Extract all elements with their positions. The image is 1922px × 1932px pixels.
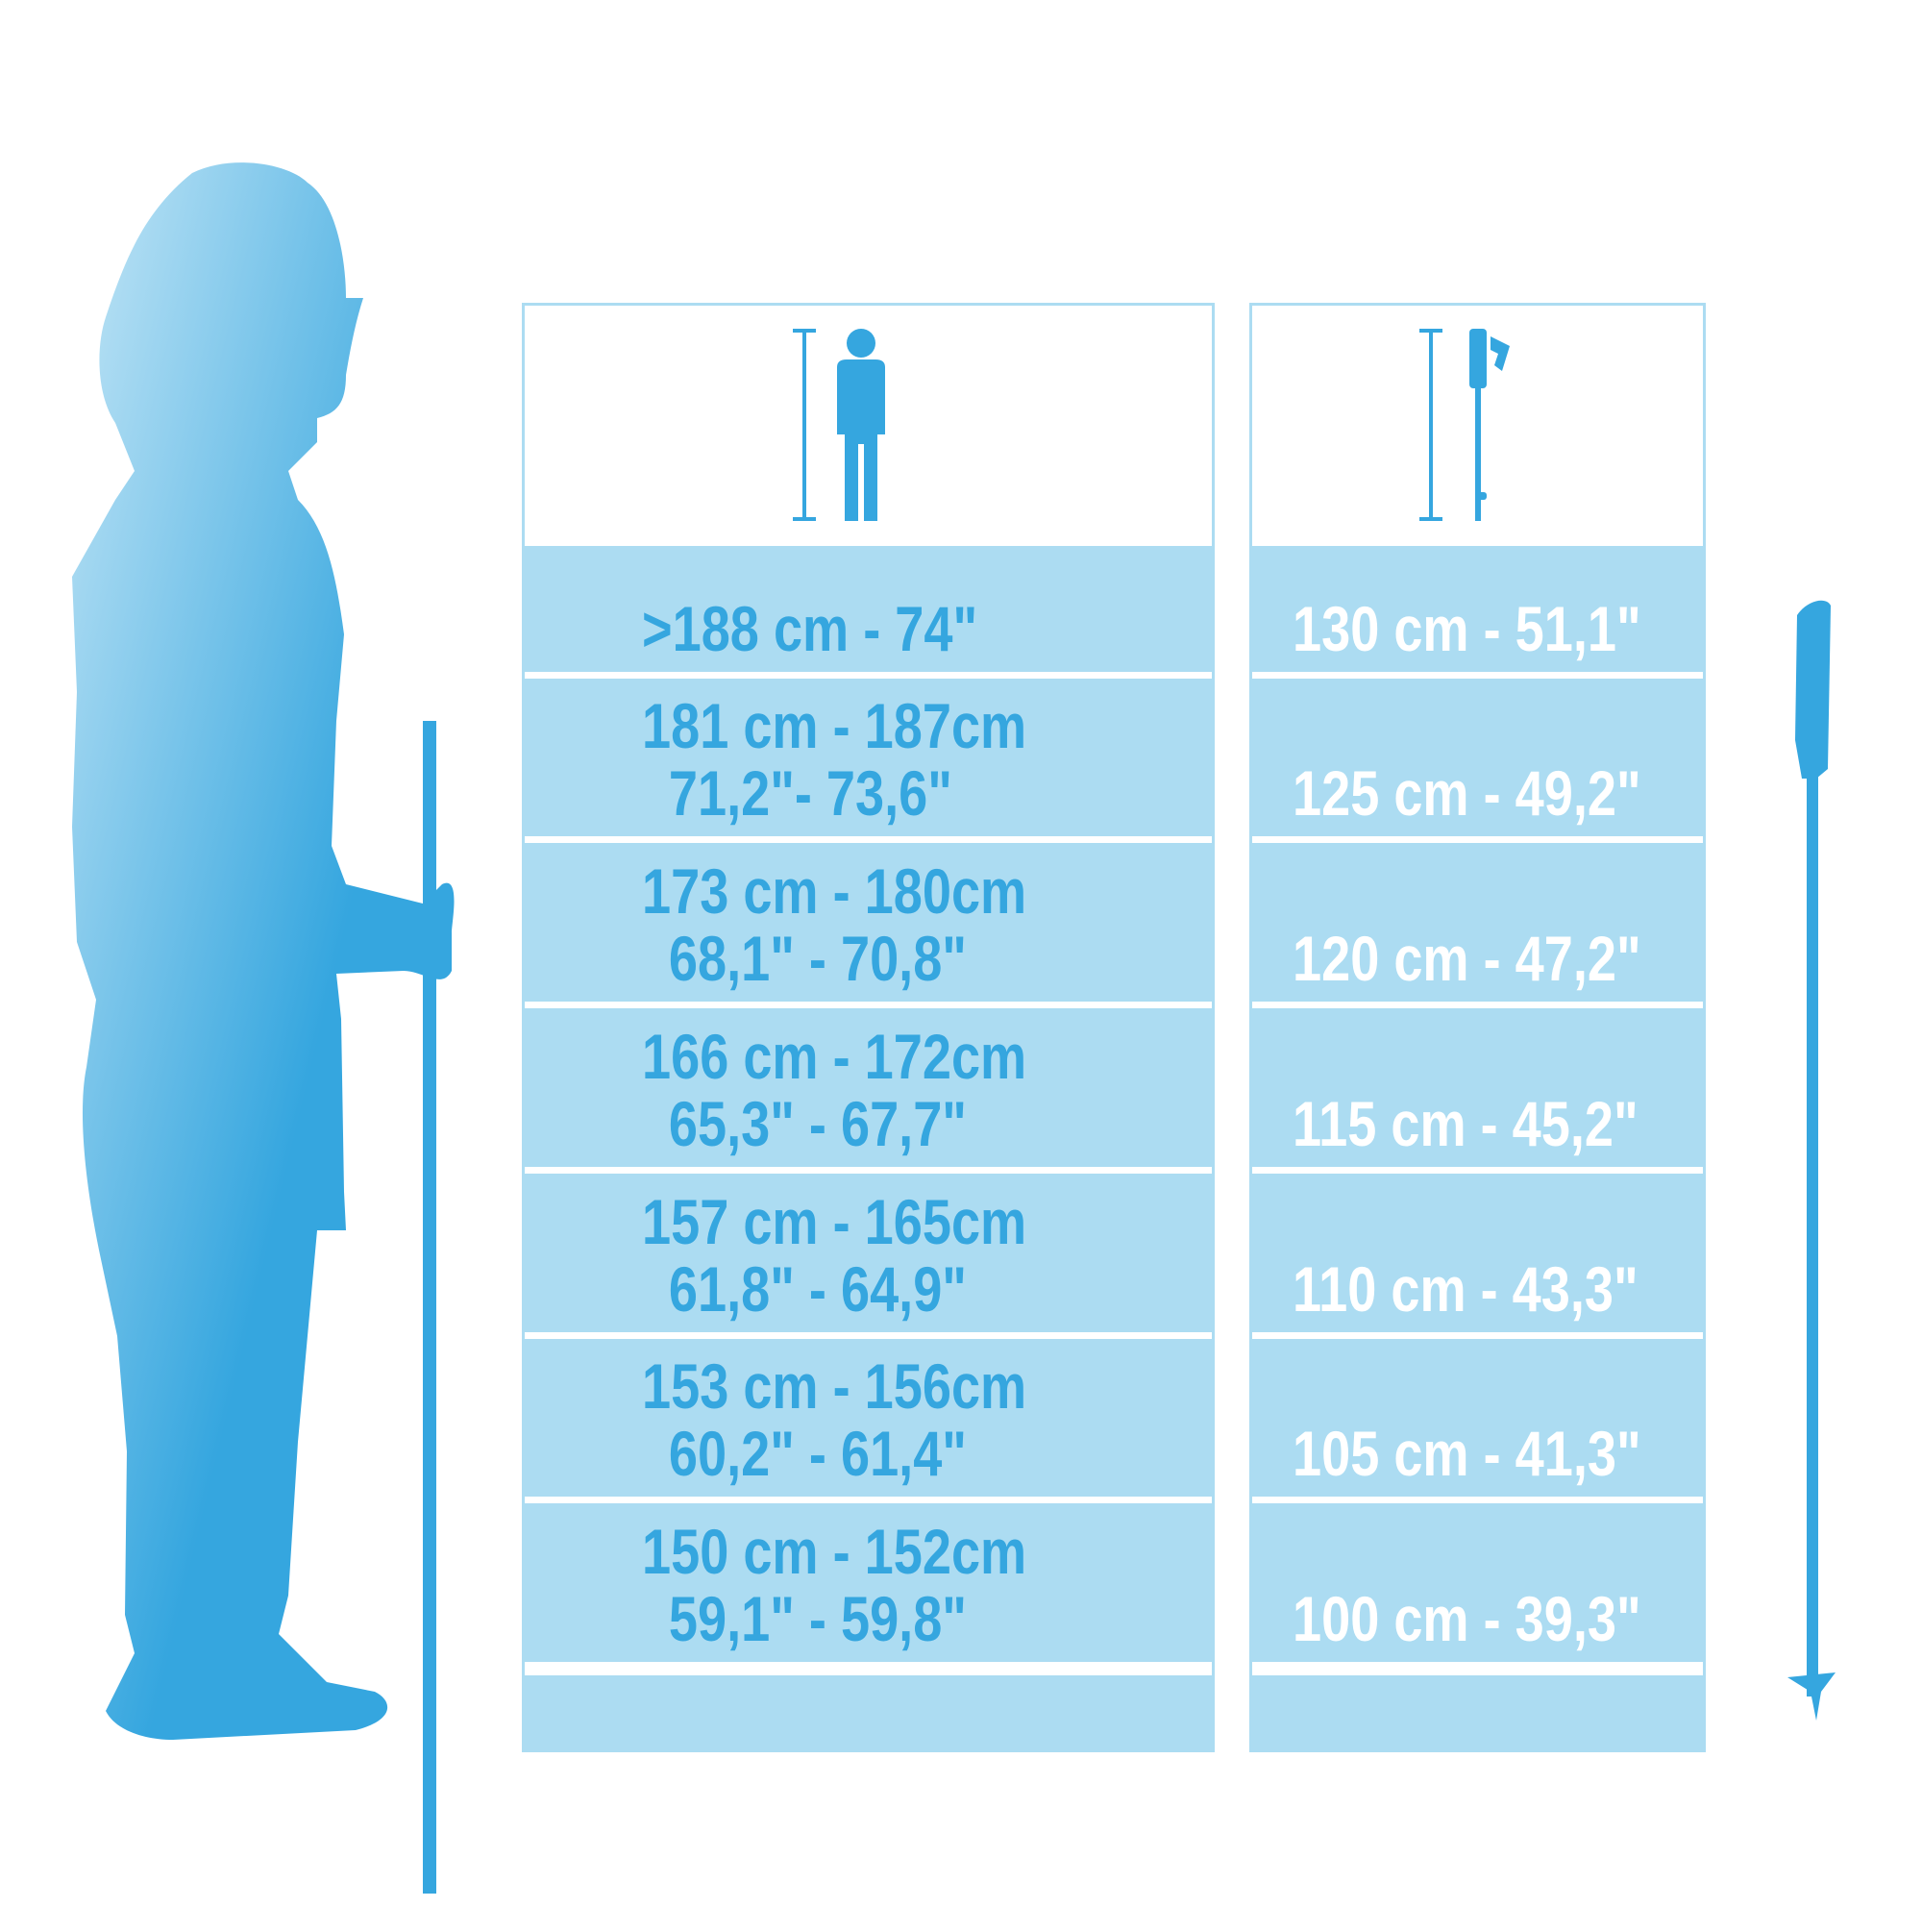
height-row: 173 cm - 180cm 68,1" - 70,8" — [522, 843, 1215, 1002]
pole-length-icon — [1419, 329, 1510, 521]
height-inches: 65,3" - 67,7" — [668, 1088, 967, 1159]
pole-row: 120 cm - 47,2" — [1249, 843, 1706, 1002]
height-inches: 68,1" - 70,8" — [668, 923, 967, 994]
pole-row: 130 cm - 51,1" — [1249, 546, 1706, 672]
height-row: 181 cm - 187cm 71,2"- 73,6" — [522, 679, 1215, 836]
pole-length: 105 cm - 41,3" — [1293, 1418, 1641, 1489]
user-height-range: 157 cm - 165cm 61,8" - 64,9" — [642, 1188, 1026, 1323]
pole-illustration — [1787, 600, 1836, 1721]
height-row: 153 cm - 156cm 60,2" - 61,4" — [522, 1339, 1215, 1497]
pole-length: 110 cm - 43,3" — [1293, 1253, 1639, 1325]
height-cm: 153 cm - 156cm — [642, 1350, 1027, 1422]
table-footer — [522, 1675, 1215, 1752]
height-cm: 166 cm - 172cm — [642, 1021, 1027, 1092]
hand-pole — [423, 721, 436, 1894]
user-height-range: 166 cm - 172cm 65,3" - 67,7" — [642, 1023, 1026, 1157]
user-height-range: 181 cm - 187cm 71,2"- 73,6" — [642, 692, 1026, 827]
pole-length-header — [1252, 306, 1703, 546]
height-cm: >188 cm - 74" — [642, 593, 978, 664]
height-inches: 61,8" - 64,9" — [668, 1253, 967, 1325]
height-cm: 173 cm - 180cm — [642, 855, 1027, 927]
height-cm: 181 cm - 187cm — [642, 690, 1027, 761]
pole-row: 125 cm - 49,2" — [1249, 679, 1706, 836]
height-cm: 157 cm - 165cm — [642, 1186, 1027, 1257]
user-height-range: 153 cm - 156cm 60,2" - 61,4" — [642, 1352, 1026, 1487]
pole-length: 100 cm - 39,3" — [1293, 1583, 1641, 1654]
height-cm: 150 cm - 152cm — [642, 1516, 1027, 1587]
pole-length: 120 cm - 47,2" — [1293, 923, 1641, 994]
height-row: >188 cm - 74" — [522, 546, 1215, 672]
user-height-range: 173 cm - 180cm 68,1" - 70,8" — [642, 857, 1026, 992]
height-inches: 59,1" - 59,8" — [668, 1583, 967, 1654]
pole-length: 115 cm - 45,2" — [1293, 1088, 1639, 1159]
height-row: 150 cm - 152cm 59,1" - 59,8" — [522, 1503, 1215, 1662]
pole-length: 130 cm - 51,1" — [1293, 593, 1641, 664]
height-row: 166 cm - 172cm 65,3" - 67,7" — [522, 1008, 1215, 1167]
user-height-range: 150 cm - 152cm 59,1" - 59,8" — [642, 1518, 1026, 1652]
pole-length: 125 cm - 49,2" — [1293, 757, 1641, 829]
height-row: 157 cm - 165cm 61,8" - 64,9" — [522, 1174, 1215, 1332]
user-height-header — [525, 306, 1212, 546]
pole-row: 105 cm - 41,3" — [1249, 1339, 1706, 1497]
height-inches: 60,2" - 61,4" — [668, 1418, 967, 1489]
pole-row: 115 cm - 45,2" — [1249, 1008, 1706, 1167]
pole-row: 100 cm - 39,3" — [1249, 1503, 1706, 1662]
pole-length-column: 130 cm - 51,1" 125 cm - 49,2" 120 cm - 47,… — [1249, 303, 1706, 1752]
hiker-silhouette — [72, 162, 455, 1894]
table-footer — [1249, 1675, 1706, 1752]
user-height-range: >188 cm - 74" — [642, 595, 977, 662]
height-inches: 71,2"- 73,6" — [668, 757, 952, 829]
person-height-icon — [793, 329, 885, 521]
user-height-column: >188 cm - 74" 181 cm - 187cm 71,2"- 73,6" 1… — [522, 303, 1215, 1752]
pole-row: 110 cm - 43,3" — [1249, 1174, 1706, 1332]
